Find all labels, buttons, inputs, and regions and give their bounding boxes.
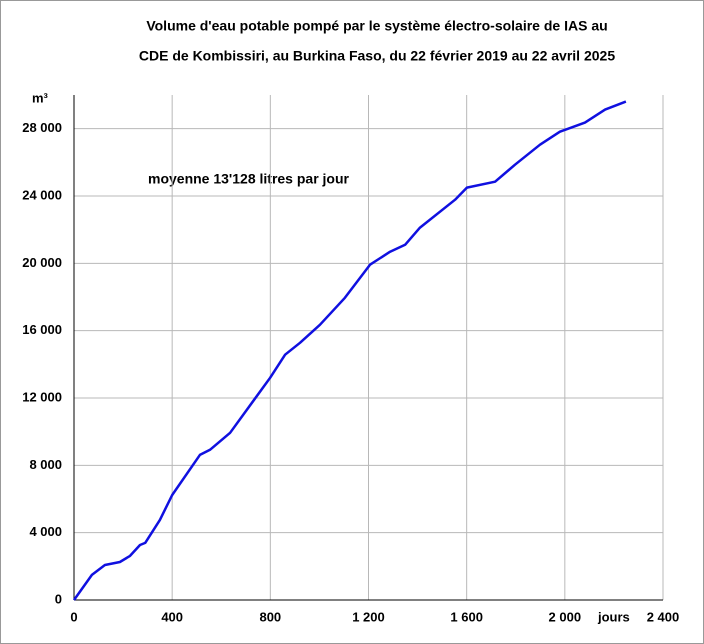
y-tick-label: 4 000 bbox=[29, 524, 62, 539]
x-tick-label: 1 600 bbox=[450, 609, 483, 624]
y-tick-label: 16 000 bbox=[22, 322, 62, 337]
x-tick-label: 2 400 bbox=[647, 609, 680, 624]
x-tick-label: 0 bbox=[70, 609, 77, 624]
y-tick-label: 12 000 bbox=[22, 389, 62, 404]
y-tick-label: 8 000 bbox=[29, 457, 62, 472]
x-tick-label: 400 bbox=[161, 609, 183, 624]
y-axis-label: m³ bbox=[32, 90, 49, 105]
x-axis-label: jours bbox=[597, 609, 630, 624]
y-tick-label: 28 000 bbox=[22, 120, 62, 135]
y-tick-label: 0 bbox=[55, 591, 62, 606]
chart-title: Volume d'eau potable pompé par le systèm… bbox=[146, 18, 607, 34]
x-tick-label: 1 200 bbox=[352, 609, 385, 624]
x-tick-label: 800 bbox=[259, 609, 281, 624]
y-tick-label: 20 000 bbox=[22, 255, 62, 270]
chart-subtitle: CDE de Kombissiri, au Burkina Faso, du 2… bbox=[139, 48, 615, 64]
x-tick-label: 2 000 bbox=[549, 609, 582, 624]
data-line bbox=[72, 100, 627, 601]
annotation: moyenne 13'128 litres par jour bbox=[148, 171, 350, 187]
y-tick-label: 24 000 bbox=[22, 187, 62, 202]
